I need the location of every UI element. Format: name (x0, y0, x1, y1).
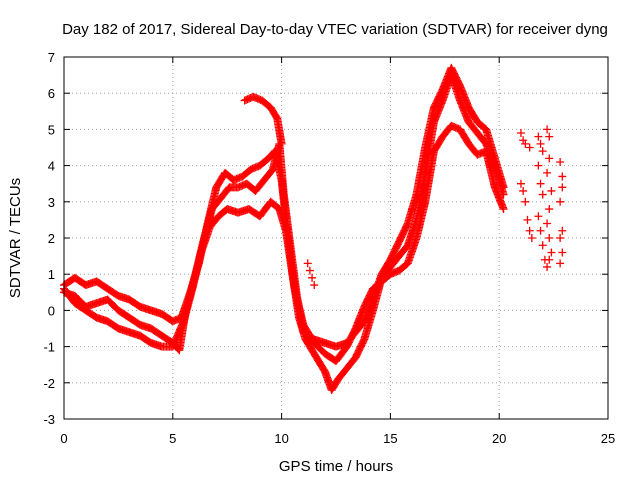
x-tick-label: 5 (169, 431, 176, 446)
data-point-marker (310, 281, 319, 290)
y-tick-label: 0 (48, 303, 55, 318)
y-axis-label: SDTVAR / TECUs (7, 178, 24, 298)
data-point-marker (534, 161, 543, 170)
chart-title: Day 182 of 2017, Sidereal Day-to-day VTE… (62, 21, 608, 38)
data-point-marker (543, 125, 552, 134)
data-point-marker (536, 179, 545, 188)
data-point-marker (303, 259, 312, 268)
data-point-marker (558, 248, 567, 257)
data-point-marker (519, 186, 528, 195)
y-tick-label: 7 (48, 50, 55, 65)
data-point-marker (499, 183, 508, 192)
data-point-marker (408, 205, 417, 214)
data-point-marker (419, 186, 428, 195)
data-point-marker (545, 154, 554, 163)
y-tick-label: 3 (48, 195, 55, 210)
x-tick-label: 10 (274, 431, 288, 446)
x-axis-label: GPS time / hours (279, 458, 393, 475)
data-point-marker (521, 197, 530, 206)
data-point-marker (545, 205, 554, 214)
data-point-marker (521, 139, 530, 148)
data-point-marker (545, 132, 554, 141)
data-point-marker (556, 157, 565, 166)
data-point-marker (536, 226, 545, 235)
y-tick-label: 6 (48, 86, 55, 101)
data-point-marker (412, 197, 421, 206)
x-tick-label: 25 (601, 431, 615, 446)
y-tick-label: -1 (43, 340, 55, 355)
data-point-marker (547, 186, 556, 195)
data-point-marker (538, 241, 547, 250)
x-tick-label: 20 (492, 431, 506, 446)
data-point-marker (556, 259, 565, 268)
data-point-marker (534, 212, 543, 221)
x-tick-label: 15 (383, 431, 397, 446)
data-point-marker (558, 172, 567, 181)
data-point-marker (516, 179, 525, 188)
data-point-marker (534, 132, 543, 141)
data-point-marker (547, 248, 556, 257)
data-point-marker (525, 226, 534, 235)
data-point-marker (545, 234, 554, 242)
axis-ticks: 0 5 10 15 20 25 -3 -2 -1 0 1 2 3 4 5 6 7 (43, 50, 615, 446)
y-tick-label: 5 (48, 122, 55, 137)
data-point-marker (543, 168, 552, 177)
data-point-marker (556, 197, 565, 206)
data-point-marker (538, 147, 547, 156)
y-tick-label: -3 (43, 412, 55, 427)
data-point-marker (556, 234, 565, 242)
data-point-marker (305, 266, 314, 275)
data-point-marker (536, 139, 545, 148)
data-points (60, 63, 567, 395)
data-point-marker (543, 219, 552, 228)
data-point-marker (527, 234, 536, 242)
y-tick-label: -2 (43, 376, 55, 391)
data-point-marker (545, 255, 554, 264)
data-point-marker (558, 226, 567, 235)
data-point-marker (499, 205, 508, 214)
y-tick-label: 2 (48, 231, 55, 246)
data-point-marker (277, 139, 286, 148)
data-point-marker (538, 190, 547, 199)
data-point-marker (516, 129, 525, 138)
data-point-marker (308, 273, 317, 282)
data-point-marker (543, 262, 552, 271)
data-point-marker (525, 143, 534, 152)
y-tick-label: 4 (48, 159, 55, 174)
data-point-marker (523, 215, 532, 224)
data-point-marker (558, 183, 567, 192)
x-tick-label: 0 (60, 431, 67, 446)
y-tick-label: 1 (48, 267, 55, 282)
